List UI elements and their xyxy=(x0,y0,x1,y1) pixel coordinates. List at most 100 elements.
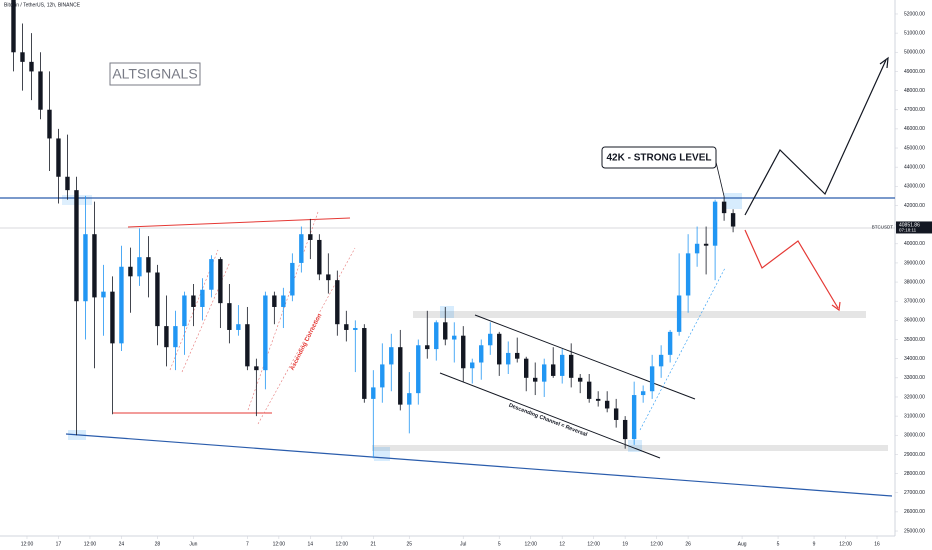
channel-line xyxy=(169,249,219,371)
x-tick-label: 12:00 xyxy=(650,541,663,547)
candle-body xyxy=(20,52,25,62)
candle-body xyxy=(443,322,448,340)
candle-body xyxy=(425,345,430,350)
candle-body xyxy=(182,295,187,327)
x-tick-label: 5 xyxy=(777,541,780,547)
candle-body xyxy=(559,354,565,376)
y-tick-label: 48000.00 xyxy=(904,88,925,94)
x-tick-label: 12:00 xyxy=(21,541,34,547)
candle-body xyxy=(497,333,502,365)
candle-body xyxy=(101,291,106,298)
candle-body xyxy=(29,61,34,72)
y-tick-label: 27000.00 xyxy=(904,490,925,496)
x-tick-label: 19 xyxy=(622,541,628,547)
candle-body xyxy=(461,335,466,369)
y-tick-label: 44000.00 xyxy=(904,165,925,171)
y-tick-label: 29000.00 xyxy=(904,452,925,458)
candle-body xyxy=(613,408,619,420)
candle-body xyxy=(622,419,628,440)
callout-box xyxy=(601,146,717,169)
x-tick-label: 5 xyxy=(498,541,501,547)
x-tick-label: 12:00 xyxy=(839,541,852,547)
candle-body xyxy=(209,259,214,290)
y-tick-label: 39000.00 xyxy=(904,260,925,266)
x-tick-label: 25 xyxy=(406,541,412,547)
y-tick-label: 42000.00 xyxy=(904,203,925,209)
candle-body xyxy=(146,257,151,273)
candle-body xyxy=(164,326,169,348)
y-tick-label: 45000.00 xyxy=(904,145,925,151)
y-tick-label: 30000.00 xyxy=(904,433,925,439)
highlight xyxy=(440,306,454,318)
projection-up xyxy=(744,59,887,216)
x-tick-label: 9 xyxy=(813,541,816,547)
candle-body xyxy=(533,377,538,382)
y-tick-label: 52000.00 xyxy=(904,11,925,17)
candle-body xyxy=(407,393,412,405)
y-tick-label: 38000.00 xyxy=(904,279,925,285)
candle-body xyxy=(685,253,691,296)
candle-body xyxy=(416,345,421,394)
x-tick-label: 12:00 xyxy=(524,541,537,547)
y-tick-label: 47000.00 xyxy=(904,107,925,113)
y-tick-label: 46000.00 xyxy=(904,126,925,132)
y-tick-label: 31000.00 xyxy=(904,413,925,419)
candle-body xyxy=(191,295,196,307)
candle-body xyxy=(658,354,664,367)
candle-body xyxy=(694,243,700,254)
trend-line xyxy=(127,217,351,228)
candle-body xyxy=(649,366,655,392)
candle-body xyxy=(38,71,43,110)
candle-body xyxy=(344,324,349,330)
y-tick-label: 33000.00 xyxy=(904,375,925,381)
candle-body xyxy=(155,272,160,327)
highlight xyxy=(628,440,642,452)
candle-body xyxy=(308,234,313,240)
y-tick-label: 40000.00 xyxy=(904,241,925,247)
x-tick-label: 12:00 xyxy=(587,541,600,547)
y-tick-label: 35000.00 xyxy=(904,337,925,343)
candle-body xyxy=(452,335,457,340)
x-tick-label: Aug xyxy=(738,541,747,547)
x-tick-label: 7 xyxy=(246,541,249,547)
candle-body xyxy=(488,333,493,346)
last-price-box xyxy=(896,221,932,234)
candle-body xyxy=(362,328,367,399)
channel-line xyxy=(639,267,726,431)
callout-pointer xyxy=(715,161,725,197)
candle-body xyxy=(290,262,295,296)
x-tick-label: 28 xyxy=(155,541,161,547)
candle-body xyxy=(586,381,592,399)
x-tick-label: 12 xyxy=(559,541,565,547)
y-tick-label: 26000.00 xyxy=(904,509,925,515)
candle-body xyxy=(479,345,484,363)
x-tick-label: 12:00 xyxy=(336,541,349,547)
candle-body xyxy=(200,289,205,307)
arrow-head xyxy=(831,301,841,312)
candle-body xyxy=(11,0,16,53)
candle-body xyxy=(389,347,394,365)
x-tick-label: 21 xyxy=(371,541,377,547)
annotation: 42K - STRONG LEVEL xyxy=(606,153,711,164)
x-tick-label: 24 xyxy=(119,541,125,547)
candle-body xyxy=(137,257,142,277)
candle-body xyxy=(47,109,52,139)
y-tick-label: 51000.00 xyxy=(904,30,925,36)
trend-line xyxy=(65,433,893,497)
candle-body xyxy=(550,364,556,376)
candle-body xyxy=(703,243,709,246)
candle-body xyxy=(74,190,79,302)
x-tick-label: Jun xyxy=(189,541,197,547)
highlight xyxy=(374,447,390,461)
candle-body xyxy=(631,395,637,440)
symbol-label: BTCUSDT xyxy=(872,225,894,230)
arrow-head xyxy=(879,56,889,69)
candle-body xyxy=(676,295,682,332)
candle-body xyxy=(541,364,547,382)
candle-body xyxy=(110,291,115,344)
candle-body xyxy=(640,391,646,396)
y-tick-label: 43000.00 xyxy=(904,184,925,190)
highlight xyxy=(724,193,742,209)
watermark-box xyxy=(109,62,201,86)
countdown-label: 07:18:11 xyxy=(899,228,917,233)
